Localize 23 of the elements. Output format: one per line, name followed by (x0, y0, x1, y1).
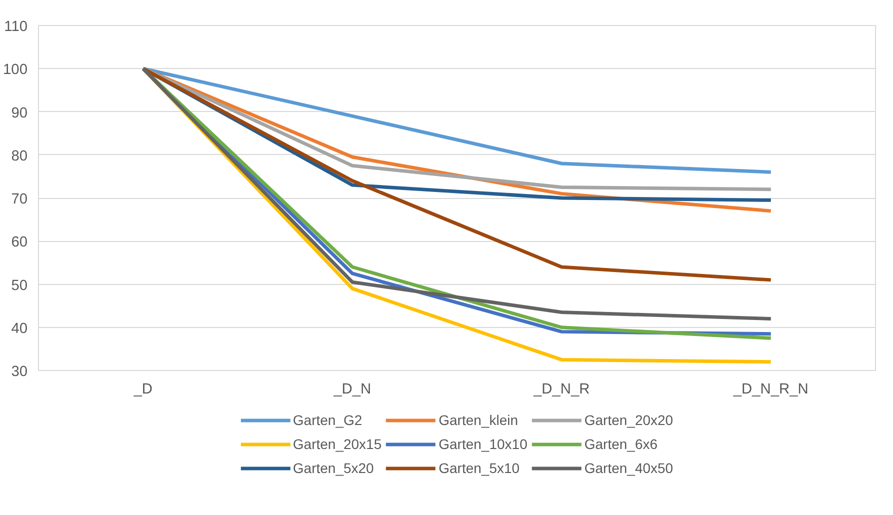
y-tick-label: 100 (3, 62, 28, 78)
y-tick-label: 70 (11, 192, 28, 208)
legend-label: Garten_40x50 (584, 460, 674, 476)
x-tick-label: _D_N_R_N (732, 382, 808, 398)
y-tick-label: 60 (11, 234, 28, 251)
x-tick-label: _D_N_R (532, 382, 590, 398)
y-tick-label: 40 (11, 320, 28, 337)
y-tick-label: 30 (11, 364, 28, 380)
legend-label: Garten_5x10 (438, 460, 520, 476)
legend-label: Garten_klein (438, 412, 518, 428)
x-tick-label: _D_N (332, 382, 372, 398)
legend-label: Garten_6x6 (584, 436, 658, 452)
y-tick-label: 50 (11, 278, 28, 294)
x-tick-label: _D (132, 382, 153, 398)
legend-label: Garten_5x20 (292, 460, 374, 476)
y-tick-label: 80 (11, 148, 28, 164)
line-series (141, 66, 773, 282)
y-tick-label: 110 (4, 19, 28, 35)
legend-label: Garten_20x15 (292, 436, 382, 452)
legend-label: Garten_10x10 (438, 436, 528, 452)
legend-label: Garten_20x20 (584, 412, 674, 428)
legend-label: Garten_G2 (292, 412, 362, 428)
y-tick-label: 90 (11, 105, 28, 122)
